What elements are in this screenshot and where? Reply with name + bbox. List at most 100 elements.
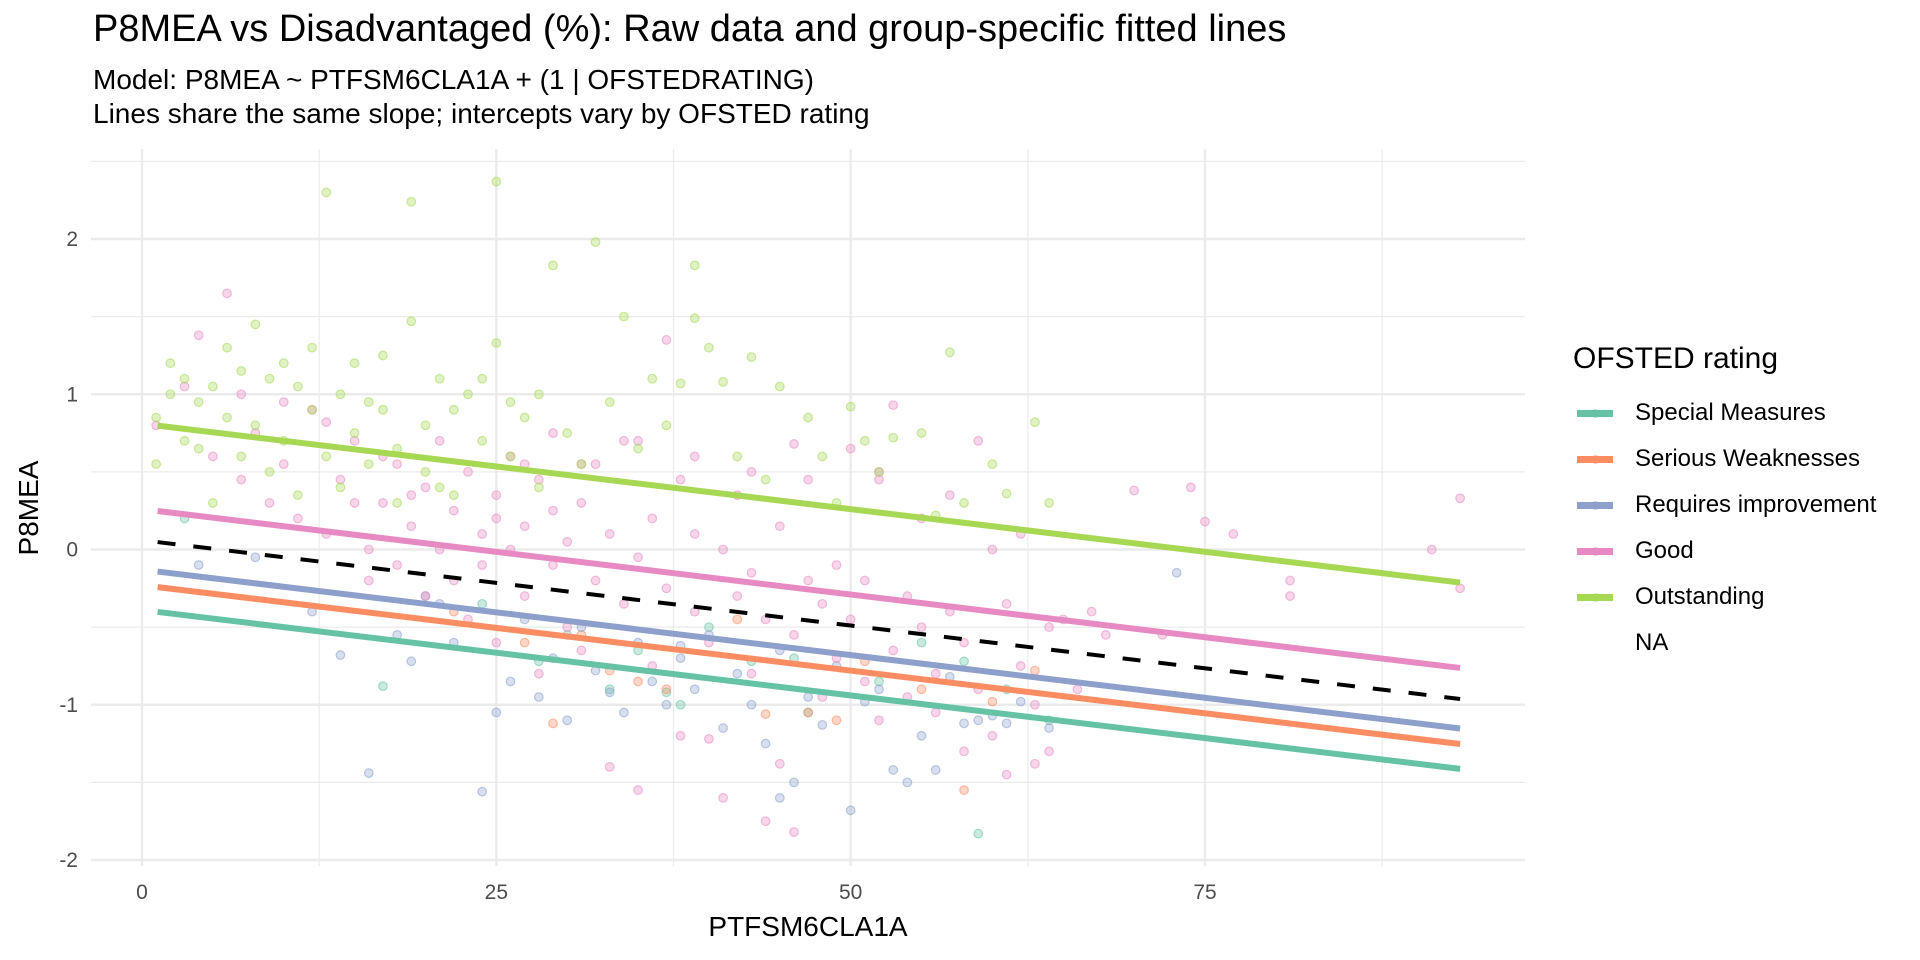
- data-point: [774, 381, 785, 392]
- data-point: [973, 435, 984, 446]
- data-point: [477, 435, 488, 446]
- data-point: [1228, 529, 1239, 539]
- data-point: [604, 529, 615, 539]
- data-point: [973, 715, 984, 726]
- data-point: [732, 614, 743, 625]
- data-point: [307, 342, 317, 353]
- data-point: [888, 432, 899, 443]
- data-point: [548, 260, 558, 271]
- data-point: [250, 319, 261, 330]
- x-tick-label: 75: [1193, 881, 1216, 904]
- data-point: [874, 684, 884, 695]
- x-axis-ticks: 0 25 50 75: [136, 881, 1217, 904]
- data-point: [1426, 544, 1437, 555]
- data-point: [222, 342, 232, 353]
- data-point: [618, 435, 629, 446]
- data-point: [349, 498, 360, 508]
- data-point: [987, 544, 998, 555]
- legend-item-outstanding: Outstanding: [1573, 574, 1876, 620]
- fit-line-serious-weaknesses: [157, 584, 1461, 748]
- data-point: [491, 707, 502, 718]
- data-point: [448, 505, 459, 516]
- y-axis-ticks: -2 -1 0 1 2: [59, 228, 78, 872]
- data-point: [959, 637, 969, 648]
- data-point: [732, 668, 743, 679]
- data-point: [959, 718, 969, 729]
- data-point: [746, 567, 757, 578]
- data-point: [1044, 746, 1054, 757]
- data-point: [987, 459, 998, 470]
- data-point: [718, 544, 729, 555]
- data-point: [307, 404, 317, 415]
- data-point: [789, 777, 799, 788]
- data-point: [264, 466, 275, 477]
- data-point: [874, 474, 884, 485]
- data-point: [222, 412, 232, 423]
- chart-title: P8MEA vs Disadvantaged (%): Raw data and…: [93, 8, 1287, 50]
- data-point: [590, 575, 601, 586]
- legend-point-swatch: [1591, 501, 1600, 510]
- data-point: [1001, 718, 1012, 729]
- data-point: [363, 768, 374, 778]
- data-point: [1455, 583, 1466, 594]
- data-point: [874, 466, 884, 477]
- data-point: [859, 435, 870, 446]
- data-point: [236, 366, 247, 376]
- data-point: [916, 684, 927, 695]
- data-point: [647, 513, 658, 524]
- data-point: [859, 676, 870, 687]
- data-point: [293, 381, 303, 392]
- legend-label-requires-improvement: Requires improvement: [1635, 491, 1877, 518]
- legend-key-good: [1573, 539, 1619, 563]
- data-point: [378, 350, 388, 361]
- data-point: [562, 536, 573, 547]
- data-point: [250, 552, 261, 563]
- data-point: [533, 474, 544, 485]
- data-point: [590, 459, 601, 470]
- data-point: [448, 490, 459, 501]
- y-tick-label: 1: [66, 383, 78, 406]
- data-point: [944, 490, 955, 501]
- legend-item-na: NA: [1573, 620, 1876, 666]
- legend-point-swatch: [1591, 547, 1600, 556]
- legend-key-outstanding: [1573, 585, 1619, 609]
- data-point: [335, 474, 346, 485]
- legend-key-serious-weaknesses: [1573, 447, 1619, 471]
- data-point: [789, 629, 799, 640]
- fit-line-good: [157, 508, 1461, 671]
- data-point: [675, 378, 686, 389]
- data-point: [689, 313, 700, 324]
- data-point: [548, 505, 558, 516]
- data-point: [1044, 498, 1054, 508]
- data-point: [349, 358, 360, 369]
- data-point: [463, 466, 473, 477]
- data-point: [562, 715, 573, 726]
- data-point: [973, 828, 984, 839]
- data-point: [959, 498, 969, 508]
- data-point: [845, 443, 856, 454]
- data-point: [363, 575, 374, 586]
- data-point: [689, 529, 700, 539]
- data-point: [1100, 629, 1111, 640]
- data-point: [774, 758, 785, 769]
- data-point: [633, 785, 643, 796]
- data-point: [633, 443, 643, 454]
- data-point: [1086, 606, 1097, 617]
- x-tick-label: 25: [485, 881, 508, 904]
- data-point: [477, 598, 488, 609]
- fit-line-outstanding: [157, 422, 1461, 586]
- data-point: [236, 389, 247, 400]
- data-point: [363, 544, 374, 555]
- data-point: [576, 459, 587, 470]
- data-point: [1285, 591, 1295, 601]
- data-point: [222, 288, 232, 299]
- data-point: [959, 785, 969, 796]
- data-point: [845, 805, 856, 816]
- data-point: [179, 435, 190, 446]
- data-point: [264, 373, 275, 384]
- data-point: [491, 490, 502, 501]
- data-point: [704, 622, 714, 633]
- data-point: [1044, 622, 1054, 633]
- data-point: [519, 521, 530, 532]
